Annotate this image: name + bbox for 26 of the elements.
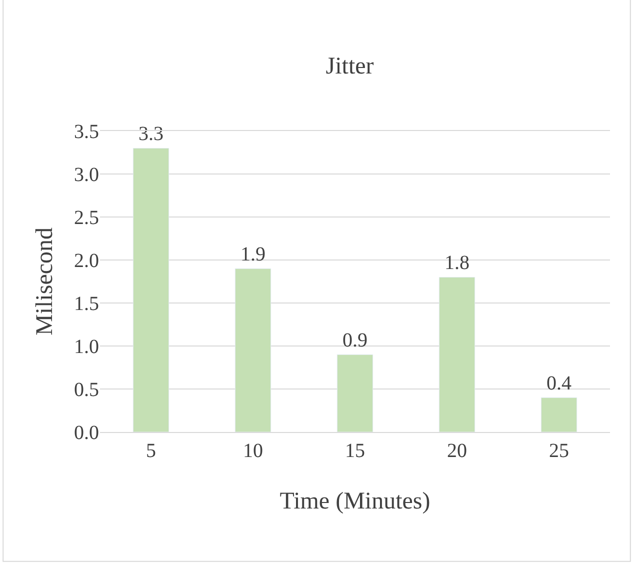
bar [540,397,578,432]
y-tick-label: 0.0 [74,422,99,444]
y-axis-title: Milisecond [32,228,58,336]
y-tick-label: 1.0 [74,336,99,358]
y-tick-label: 1.5 [74,293,99,315]
x-tick-label: 20 [447,440,467,462]
y-tick-label: 3.0 [74,164,99,186]
y-tick-label: 0.5 [74,379,99,401]
data-label: 1.8 [444,252,470,274]
bar [336,354,374,432]
x-tick-label: 5 [146,440,156,462]
data-label: 3.3 [138,123,164,146]
y-tick-label: 2.5 [74,207,99,229]
data-label: 0.4 [546,372,572,395]
x-tick-label: 15 [345,440,365,462]
data-label: 0.9 [342,330,368,352]
bar [438,276,476,432]
y-tick-label: 2.0 [74,250,99,272]
bar [234,268,272,432]
y-tick-label: 3.5 [74,121,99,143]
chart-title: Jitter [326,53,374,80]
x-tick-label: 10 [243,440,263,462]
x-axis-title: Time (Minutes) [280,488,430,514]
x-tick-label: 25 [549,440,569,462]
bar [132,148,170,432]
data-label: 1.9 [240,244,266,266]
